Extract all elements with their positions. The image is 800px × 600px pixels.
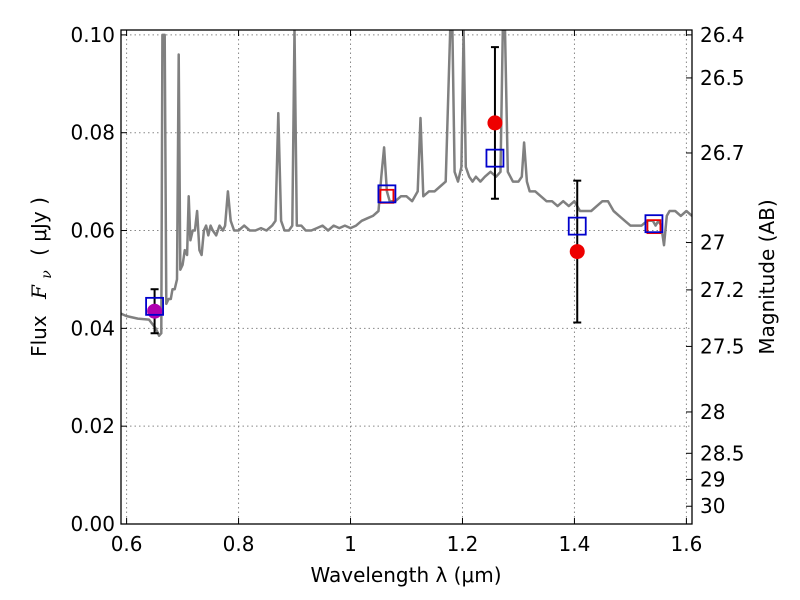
observed-point <box>487 115 503 131</box>
x-tick-label: 0.6 <box>111 532 143 556</box>
spectrum-layer <box>121 30 692 337</box>
model-square-marker <box>145 296 164 316</box>
y2-tick-label: 26.4 <box>700 23 745 47</box>
y2-tick-label: 28 <box>700 400 725 424</box>
x-tick-label: 1.2 <box>447 532 479 556</box>
y2-tick-label: 27.5 <box>700 334 745 358</box>
y2-axis-label: Magnitude (AB) <box>755 199 779 354</box>
x-tick-label: 1.4 <box>559 532 591 556</box>
y2-tick-label: 30 <box>700 494 725 518</box>
y2-tick-label: 29 <box>700 467 725 491</box>
y-axis-label-unit: ( μJy ) <box>27 197 51 256</box>
marker-layer <box>145 115 664 319</box>
y-axis-label-text: Flux <box>27 315 51 357</box>
y2-tick-label: 28.5 <box>700 441 745 465</box>
x-tick-label: 0.8 <box>223 532 255 556</box>
observed-point <box>147 303 163 319</box>
y-tick-label: 0.08 <box>70 121 115 145</box>
x-axis-label: Wavelength λ (μm) <box>310 563 501 587</box>
y2-tick-label: 26.5 <box>700 66 745 90</box>
red-square-marker <box>646 219 662 235</box>
x-tick-label: 1.6 <box>670 532 702 556</box>
model-square-marker <box>567 216 587 236</box>
y2-tick-label: 26.7 <box>700 141 745 165</box>
y2-tick-label: 27 <box>700 231 725 255</box>
plot-frame <box>120 29 693 525</box>
y-axis-label: Flux F ν ( μJy ) <box>27 197 56 357</box>
y-axis-label-symbol: F <box>27 284 51 300</box>
y-axis-label-subscript: ν <box>39 270 55 279</box>
y-tick-label: 0.04 <box>70 316 115 340</box>
y2-tick-label: 27.2 <box>700 278 745 302</box>
model-square-marker <box>377 184 397 204</box>
x-tick-label: 1 <box>344 532 357 556</box>
y-tick-label: 0.00 <box>70 512 115 536</box>
tick-layer: 0.6 0.8 1 1.2 1.4 1.6 0.00 0.02 0.04 0.06 0.08 0.10… <box>70 23 744 556</box>
y-tick-label: 0.06 <box>70 219 115 243</box>
model-square-marker <box>485 148 505 168</box>
y-tick-label: 0.10 <box>70 23 115 47</box>
y-tick-label: 0.02 <box>70 414 115 438</box>
spectrum-line <box>121 30 692 337</box>
model-square-marker <box>644 214 664 234</box>
svg-text:Flux F ν ( μ: Flux F ν ( μJy ) <box>27 197 56 357</box>
observed-point <box>569 244 585 260</box>
